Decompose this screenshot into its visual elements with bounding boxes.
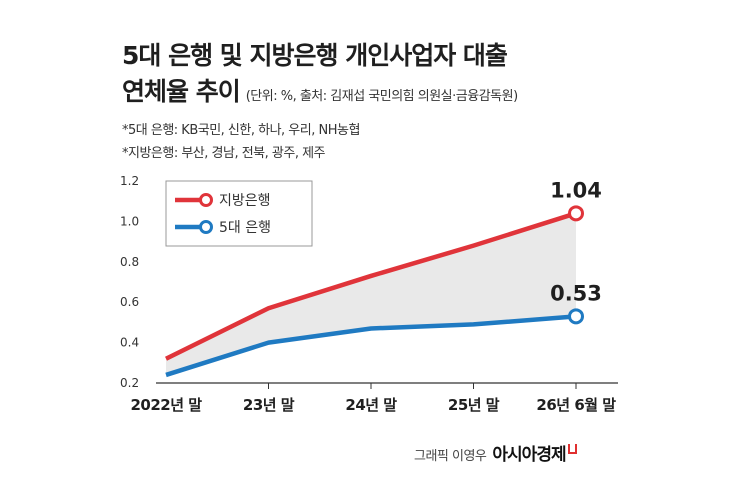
series-end-marker-0	[568, 205, 584, 222]
legend-box	[165, 180, 313, 247]
infographic-card: 5대 은행 및 지방은행 개인사업자 대출 연체율 추이 (단위: %, 출처: …	[118, 0, 638, 483]
y-tick-label: 0.6	[120, 295, 139, 309]
x-tick-label: 24년 말	[345, 396, 397, 414]
x-tick-label: 25년 말	[448, 396, 500, 414]
x-tick-label: 2022년 말	[130, 396, 202, 414]
y-tick-label: 0.8	[120, 255, 139, 269]
brand-logo-text: 아시아경제	[492, 445, 566, 465]
chart-title-line2: 연체율 추이 (단위: %, 출처: 김재섭 국민의힘 의원실·금융감독원)	[122, 72, 518, 108]
series-line-0	[165, 211, 577, 361]
data-label-0: 1.04	[550, 178, 602, 202]
legend-swatch-marker	[199, 220, 213, 234]
legend-label: 지방은행	[219, 193, 271, 209]
footnote-regional-banks: *지방은행: 부산, 경남, 전북, 광주, 제주	[122, 146, 326, 161]
footnote-major-banks: *5대 은행: KB국민, 신한, 하나, 우리, NH농협	[122, 123, 360, 138]
y-tick-label: 1.2	[120, 174, 139, 188]
graphic-byline: 그래픽 이영우	[414, 449, 487, 464]
brand-mark-icon	[567, 444, 577, 454]
series-line-1	[165, 314, 577, 378]
y-tick-label: 0.4	[120, 336, 139, 350]
chart-title-main: 연체율 추이	[122, 77, 241, 106]
data-label-1: 0.53	[550, 281, 602, 305]
credit-line: 그래픽 이영우 아시아경제	[414, 440, 577, 465]
chart-title-line1: 5대 은행 및 지방은행 개인사업자 대출	[122, 41, 508, 70]
x-tick-label: 26년 6월 말	[536, 396, 616, 414]
series-end-marker-1	[568, 308, 584, 325]
x-tick-label: 23년 말	[243, 396, 295, 414]
area-between-series	[166, 213, 576, 375]
y-tick-label: 1.0	[120, 214, 139, 228]
line-chart: 0.2 0.4 0.6 0.8 1.0 1.2 2022년 말 23년 말 24년 말 25년 말…	[120, 174, 618, 414]
y-tick-label: 0.2	[120, 376, 139, 390]
unit-source-note: (단위: %, 출처: 김재섭 국민의힘 의원실·금융감독원)	[245, 89, 518, 104]
legend-swatch-marker	[199, 193, 213, 207]
legend-label: 5대 은행	[219, 220, 271, 236]
